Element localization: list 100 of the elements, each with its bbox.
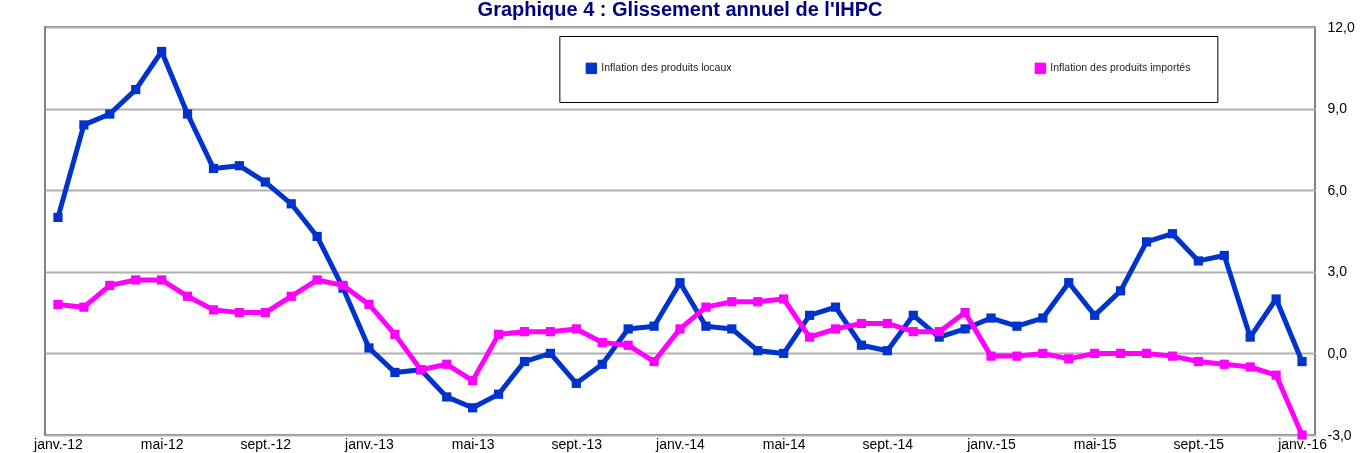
chart-title: Graphique 4 : Glissement annuel de l'IHPC: [477, 0, 883, 20]
point: [1090, 310, 1100, 320]
point: [753, 346, 763, 356]
point: [1245, 332, 1255, 342]
point: [649, 356, 659, 367]
point: [390, 367, 400, 378]
x-tick-label: janv.-14: [655, 435, 706, 452]
point: [597, 337, 607, 348]
point: [804, 310, 815, 320]
point: [779, 294, 789, 304]
point: [53, 212, 63, 223]
point: [260, 307, 270, 318]
point: [1116, 286, 1126, 296]
point: [286, 291, 296, 301]
point: [1116, 348, 1126, 359]
point: [79, 120, 89, 130]
point: [442, 359, 452, 369]
point: [1167, 351, 1178, 361]
point: [571, 378, 581, 388]
point: [960, 324, 970, 334]
x-tick-label: sept.-14: [862, 435, 914, 452]
point: [856, 340, 867, 350]
x-tick-label: janv.-15: [966, 435, 1017, 452]
point: [1271, 294, 1281, 304]
point: [1167, 229, 1178, 239]
x-tick-label: sept.-13: [551, 435, 603, 452]
point: [882, 318, 892, 329]
x-tick-label: mai-15: [1073, 435, 1117, 452]
point: [779, 348, 789, 359]
point: [856, 318, 867, 329]
point: [701, 321, 711, 331]
point: [597, 359, 607, 369]
x-tick-label: mai-13: [451, 435, 495, 452]
point: [1219, 250, 1229, 261]
x-tick-label: janv.-16: [1277, 435, 1328, 452]
point: [545, 327, 556, 337]
point: [623, 324, 633, 334]
point: [208, 163, 219, 174]
point: [312, 231, 322, 242]
point: [908, 327, 918, 337]
point: [208, 305, 219, 315]
point: [468, 403, 478, 413]
point: [830, 324, 841, 334]
point: [960, 307, 970, 318]
point: [182, 291, 193, 301]
point: [105, 280, 115, 291]
point: [493, 389, 504, 399]
point: [442, 392, 452, 402]
point: [1064, 278, 1074, 288]
point: [1193, 356, 1203, 367]
legend-label: Inflation des produits locaux: [601, 61, 733, 74]
point: [649, 321, 659, 331]
point: [234, 161, 244, 171]
point: [1090, 348, 1100, 359]
point: [468, 375, 478, 386]
point: [727, 297, 737, 307]
point: [1297, 356, 1307, 367]
x-tick-label: mai-12: [140, 435, 184, 452]
point: [364, 299, 374, 310]
y-tick-label: 6,0: [1327, 181, 1348, 198]
point: [1038, 348, 1048, 359]
point: [1141, 348, 1152, 359]
point: [675, 324, 685, 334]
point: [830, 302, 841, 312]
x-tick-label: mai-14: [762, 435, 806, 452]
point: [182, 109, 193, 119]
y-tick-label: 12,0: [1327, 18, 1355, 35]
point: [986, 351, 996, 361]
point: [364, 343, 374, 353]
point: [934, 327, 944, 337]
point: [1271, 370, 1281, 380]
point: [105, 109, 115, 119]
point: [1193, 256, 1203, 266]
point: [623, 340, 633, 350]
point: [286, 199, 296, 209]
point: [1012, 351, 1022, 361]
point: [986, 313, 996, 323]
point: [571, 324, 581, 334]
x-tick-label: sept.-15: [1173, 435, 1225, 452]
point: [53, 299, 63, 310]
point: [79, 302, 89, 312]
y-tick-label: -3,0: [1327, 426, 1352, 443]
point: [727, 324, 737, 334]
point: [1038, 313, 1048, 323]
point: [493, 329, 504, 339]
point: [882, 346, 892, 356]
point: [1141, 237, 1152, 247]
point: [1245, 362, 1255, 372]
point: [519, 356, 530, 367]
y-tick-label: 9,0: [1327, 100, 1348, 117]
point: [131, 84, 141, 95]
legend-label: Inflation des produits importés: [1050, 61, 1191, 74]
point: [753, 297, 763, 307]
x-tick-label: sept.-12: [240, 435, 292, 452]
point: [804, 332, 815, 342]
point: [545, 348, 556, 359]
point: [234, 307, 244, 318]
point: [1219, 359, 1229, 369]
y-tick-label: 0,0: [1327, 344, 1348, 361]
point: [519, 327, 530, 337]
